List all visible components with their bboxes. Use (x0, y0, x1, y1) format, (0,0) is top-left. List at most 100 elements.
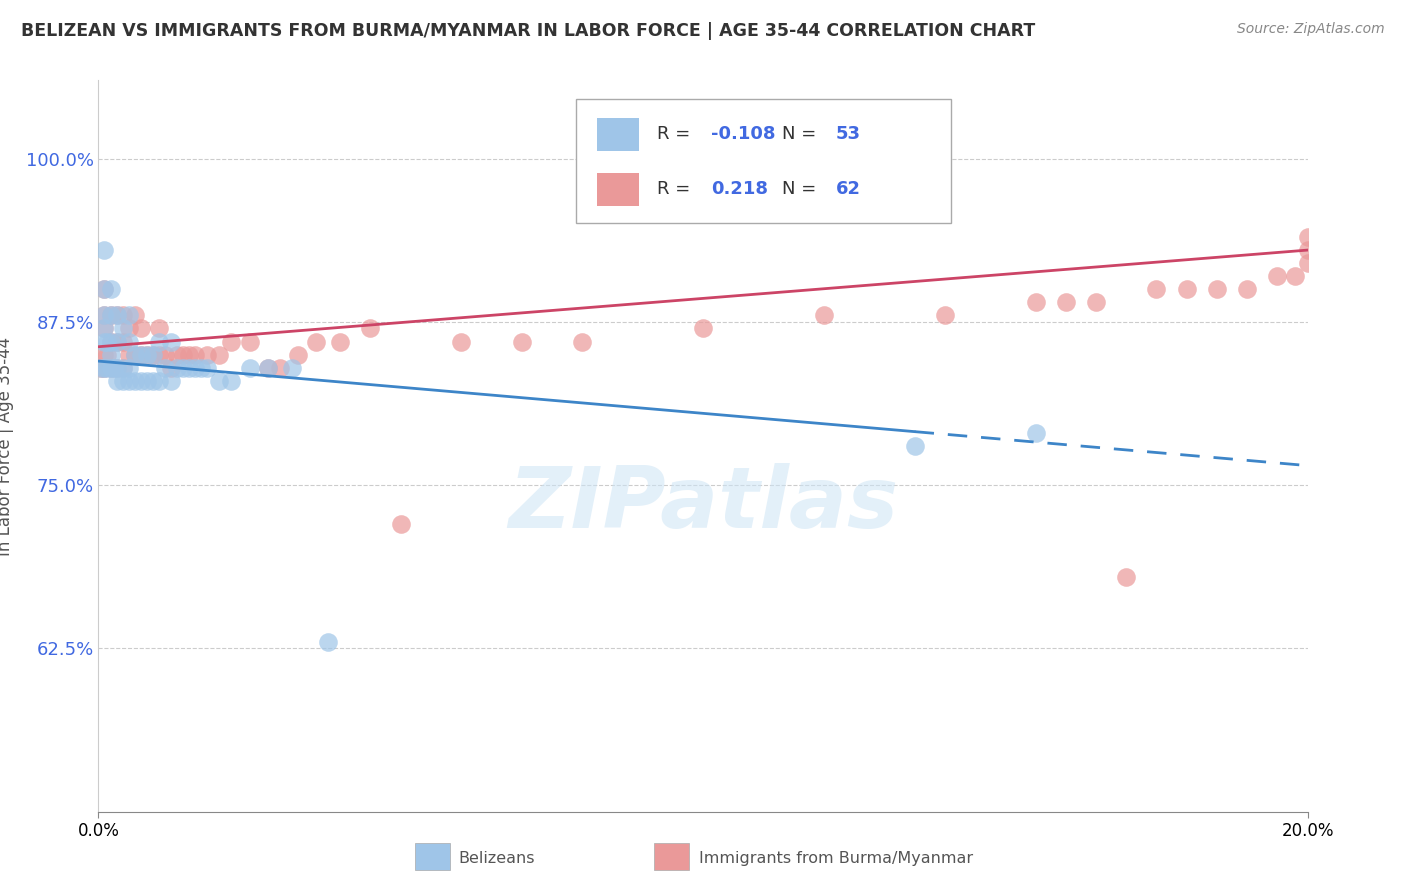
Point (153, 360, 176, 375)
Point (105, 309, 128, 323)
Point (111, 334, 134, 349)
Text: Immigrants from Burma/Myanmar: Immigrants from Burma/Myanmar (699, 851, 973, 865)
Point (1296, 230, 1319, 244)
Text: BELIZEAN VS IMMIGRANTS FROM BURMA/MYANMAR IN LABOR FORCE | AGE 35-44 CORRELATION: BELIZEAN VS IMMIGRANTS FROM BURMA/MYANMA… (21, 22, 1035, 40)
Point (692, 321, 714, 335)
Text: R =: R = (657, 126, 696, 144)
Point (124, 348, 146, 362)
Point (148, 374, 170, 388)
Point (1054, 295, 1077, 310)
Point (360, 321, 382, 335)
Point (1175, 282, 1198, 296)
Point (239, 334, 262, 349)
Point (105, 334, 128, 349)
Point (256, 360, 278, 375)
Point (153, 348, 176, 362)
Point (111, 360, 134, 375)
Bar (596, 173, 638, 206)
Point (166, 348, 188, 362)
Point (1296, 256, 1319, 270)
Point (184, 348, 207, 362)
Point (450, 334, 472, 349)
Point (281, 360, 304, 375)
Point (179, 360, 201, 375)
Point (1115, 569, 1137, 583)
Point (111, 321, 134, 335)
Point (316, 635, 339, 649)
Point (118, 360, 141, 375)
Text: -0.108: -0.108 (711, 126, 776, 144)
Point (100, 348, 122, 362)
Text: N =: N = (782, 126, 821, 144)
Point (93, 334, 115, 349)
Point (172, 360, 194, 375)
Point (129, 348, 152, 362)
Point (118, 374, 141, 388)
Point (105, 360, 128, 375)
Point (100, 360, 122, 375)
Point (172, 348, 194, 362)
Point (221, 374, 243, 388)
Point (93, 321, 115, 335)
Text: 62: 62 (837, 180, 860, 198)
Point (160, 334, 183, 349)
Point (93, 360, 115, 375)
Point (142, 374, 165, 388)
Point (571, 334, 593, 349)
Point (105, 309, 128, 323)
Point (1267, 269, 1289, 284)
Point (160, 360, 183, 375)
Point (142, 348, 165, 362)
Point (118, 348, 141, 362)
Point (190, 360, 212, 375)
Point (329, 334, 352, 349)
Point (166, 360, 188, 375)
Point (148, 348, 170, 362)
Point (124, 374, 146, 388)
Point (103, 360, 125, 375)
Point (142, 348, 165, 362)
Point (105, 334, 128, 349)
Point (1284, 269, 1306, 284)
Point (93, 282, 115, 296)
Text: Belizeans: Belizeans (458, 851, 534, 865)
Point (195, 360, 218, 375)
Point (96, 360, 118, 375)
Point (269, 360, 291, 375)
Point (1144, 282, 1167, 296)
Point (179, 348, 201, 362)
Point (93, 243, 115, 257)
Point (221, 334, 243, 349)
Text: Source: ZipAtlas.com: Source: ZipAtlas.com (1237, 22, 1385, 37)
Point (934, 309, 956, 323)
Point (118, 321, 141, 335)
Point (208, 348, 231, 362)
Point (90, 360, 112, 375)
Point (135, 348, 157, 362)
Text: 0.218: 0.218 (711, 180, 769, 198)
Point (1206, 282, 1229, 296)
Point (904, 439, 927, 453)
FancyBboxPatch shape (576, 99, 950, 223)
Point (93, 360, 115, 375)
Point (105, 360, 128, 375)
Point (100, 334, 122, 349)
Point (93, 282, 115, 296)
Point (111, 360, 134, 375)
Point (184, 360, 207, 375)
Bar (596, 119, 638, 152)
Point (1024, 425, 1046, 440)
Point (118, 334, 141, 349)
Point (90, 360, 112, 375)
Point (287, 348, 309, 362)
Point (100, 334, 122, 349)
Point (118, 309, 141, 323)
Point (129, 374, 152, 388)
Point (93, 321, 115, 335)
Point (135, 374, 157, 388)
Point (129, 321, 152, 335)
Text: ZIPatlas: ZIPatlas (508, 463, 898, 546)
Point (813, 309, 835, 323)
Point (239, 360, 262, 375)
Point (105, 374, 128, 388)
